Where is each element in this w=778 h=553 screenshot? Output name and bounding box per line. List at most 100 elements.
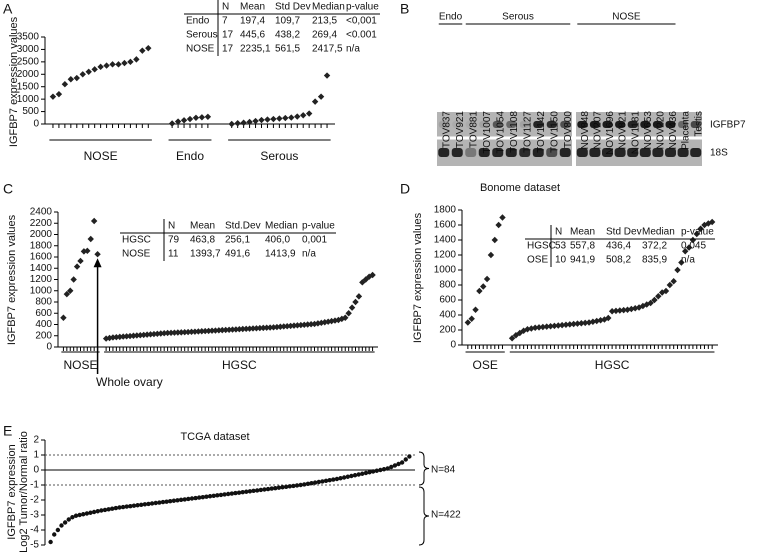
table-header: Std Dev	[275, 2, 311, 13]
gel-band	[602, 121, 613, 128]
data-point	[331, 477, 336, 482]
data-point	[647, 299, 654, 307]
data-point	[558, 321, 566, 329]
table-header: Std Dev	[606, 227, 642, 238]
data-point	[651, 296, 658, 304]
table-cell: 79	[168, 235, 180, 246]
data-point	[616, 307, 624, 314]
data-point	[192, 114, 200, 121]
lane-label: NOV821	[618, 111, 629, 150]
gel-band	[560, 121, 571, 128]
data-point	[182, 497, 187, 502]
y-tick-label: 3000	[17, 44, 40, 55]
data-point	[61, 81, 69, 88]
gel-band	[589, 121, 600, 128]
lane-label: TOV1142	[536, 111, 547, 153]
data-point	[392, 463, 398, 468]
table-header: Median	[642, 227, 675, 238]
data-point	[198, 114, 206, 121]
data-point	[244, 489, 249, 494]
y-tick-label: 400	[439, 310, 456, 321]
table-row-label: HGSC	[527, 241, 556, 252]
data-point	[127, 58, 134, 66]
lane-label: TOV1150	[549, 111, 560, 153]
table-cell: 445,6	[240, 30, 265, 41]
data-point	[59, 523, 64, 528]
data-point	[578, 320, 585, 327]
group-label: Serous	[260, 149, 298, 163]
y-axis-label: IGFBP7 expression values	[412, 212, 424, 343]
y-tick-label: 1600	[30, 252, 53, 263]
data-point	[189, 496, 195, 501]
gel-band	[677, 148, 689, 157]
data-point	[689, 236, 697, 244]
data-point	[674, 266, 681, 274]
data-point	[222, 326, 229, 334]
data-point	[302, 482, 307, 487]
y-tick-label: -5	[30, 540, 39, 551]
table-row-label: OSE	[527, 255, 548, 266]
table-cell: 213,5	[312, 16, 337, 27]
table-cell: <0,001	[346, 16, 377, 27]
data-point	[300, 112, 307, 119]
y-tick-label: 0	[33, 465, 39, 476]
table-header: Mean	[190, 221, 215, 232]
chart-title: Bonome dataset	[480, 182, 560, 194]
data-point	[288, 114, 295, 121]
gel-band	[532, 148, 544, 157]
data-point	[204, 113, 212, 120]
table-cell: 941,9	[570, 255, 595, 266]
data-point	[264, 116, 271, 123]
y-tick-label: 1500	[17, 81, 40, 92]
data-point	[240, 490, 245, 495]
data-point	[252, 117, 259, 125]
gel-band	[559, 148, 571, 157]
gel-band	[519, 148, 531, 157]
table-cell: 17	[222, 44, 234, 55]
gel-band	[546, 148, 558, 157]
table-header: N	[555, 227, 562, 238]
data-point	[535, 324, 543, 331]
data-point	[389, 464, 394, 470]
lane-label: NOV1181	[630, 111, 641, 155]
y-tick-label: 1000	[17, 94, 40, 105]
data-point	[260, 324, 267, 332]
data-point	[282, 114, 289, 122]
row-label: IGFBP7	[710, 120, 746, 131]
y-tick-label: 1000	[30, 285, 53, 296]
data-point	[233, 490, 238, 496]
y-tick-label: 1000	[434, 265, 457, 276]
data-point	[495, 221, 502, 229]
table-header: p-value	[302, 221, 335, 232]
data-point	[109, 61, 116, 68]
data-point	[254, 488, 260, 493]
data-point	[581, 319, 589, 327]
gel-band	[678, 121, 689, 128]
y-axis-label: IGFBP7 expression values	[6, 214, 18, 345]
table-header: Std.Dev	[225, 221, 261, 232]
data-point	[175, 498, 180, 503]
table-header: Median	[312, 2, 345, 13]
table-cell: n/a	[681, 255, 695, 266]
data-point	[643, 301, 650, 308]
data-point	[106, 507, 111, 512]
data-point	[180, 117, 188, 124]
data-point	[191, 328, 199, 335]
data-point	[186, 496, 191, 502]
data-point	[316, 479, 321, 485]
lane-label: TOV800	[563, 111, 574, 148]
gel-band	[546, 121, 557, 128]
gel-band	[438, 121, 449, 128]
data-point	[635, 304, 643, 311]
data-point	[345, 474, 350, 479]
data-point	[67, 287, 74, 294]
lane-label: TOV921	[455, 111, 466, 148]
data-point	[658, 289, 666, 296]
group-label: HGSC	[595, 358, 630, 372]
data-point	[317, 93, 325, 100]
gel-band	[665, 148, 676, 157]
annotation-arrowhead	[93, 258, 102, 268]
data-point	[153, 500, 158, 506]
data-point	[276, 485, 282, 490]
